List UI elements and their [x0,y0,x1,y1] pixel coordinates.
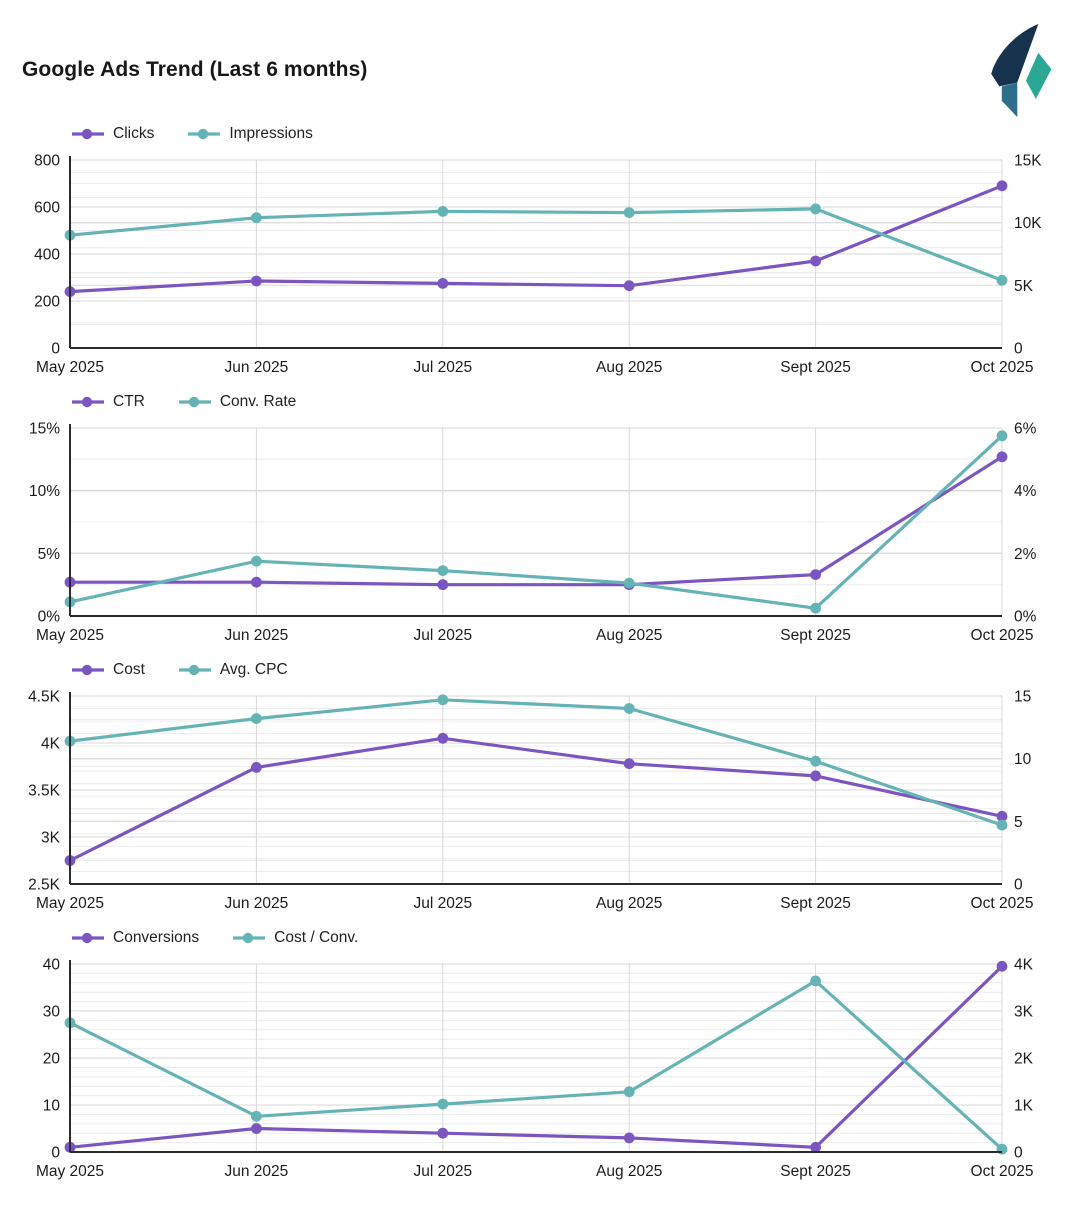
svg-text:10: 10 [1014,751,1032,768]
svg-text:Aug 2025: Aug 2025 [596,627,662,644]
svg-text:0: 0 [51,1145,60,1162]
page-title: Google Ads Trend (Last 6 months) [22,58,368,81]
svg-text:400: 400 [34,247,60,264]
line-series-icon [233,932,266,944]
svg-text:15%: 15% [29,421,60,438]
svg-text:Aug 2025: Aug 2025 [596,1163,662,1180]
cost-avg-cpc-chart: Cost Avg. CPC 2.5K 3K 3.5K 4K 4.5K 0 5 10 15 May … [0,658,1080,924]
svg-text:May 2025: May 2025 [36,895,104,912]
svg-text:Aug 2025: Aug 2025 [596,895,662,912]
line-series-icon [72,396,104,408]
svg-text:Jun 2025: Jun 2025 [225,627,289,644]
svg-text:Sept 2025: Sept 2025 [780,895,851,912]
svg-text:40: 40 [43,957,61,974]
svg-text:Sept 2025: Sept 2025 [780,359,851,376]
line-series-icon [72,932,104,944]
svg-text:0: 0 [1014,341,1023,358]
svg-text:2K: 2K [1014,1051,1034,1068]
legend-label: CTR [113,393,145,410]
line-series-icon [72,664,104,676]
svg-text:Jun 2025: Jun 2025 [225,1163,289,1180]
svg-text:10: 10 [43,1098,61,1115]
brand-logo-icon [991,24,1052,118]
svg-text:200: 200 [34,294,60,311]
svg-text:Jul 2025: Jul 2025 [413,359,472,376]
svg-text:5K: 5K [1014,278,1034,295]
clicks-impressions-chart: Clicks Impressions 0 200 400 600 800 0 5K 10K 15… [0,122,1080,388]
svg-text:0%: 0% [1014,609,1037,626]
svg-text:0: 0 [51,341,60,358]
cost-avg-cpc-plot: 2.5K 3K 3.5K 4K 4.5K 0 5 10 15 May 2025 Jun 2025 Ju… [28,689,1034,913]
svg-text:0: 0 [1014,1145,1023,1162]
legend-label: Conv. Rate [219,393,297,410]
svg-text:Oct 2025: Oct 2025 [971,627,1034,644]
legend-item-conversions[interactable]: Conversions [72,929,199,947]
svg-text:2.5K: 2.5K [28,877,61,894]
svg-text:Jul 2025: Jul 2025 [413,895,472,912]
line-series-icon [178,664,211,676]
svg-text:10K: 10K [1014,215,1042,232]
legend-item-cost[interactable]: Cost [72,661,145,679]
ctr-conv-rate-chart: CTR Conv. Rate 0% 5% 10% 15% 0% 2% 4% 6% May 202… [0,390,1080,656]
svg-text:3K: 3K [41,830,61,847]
legend: CTR Conv. Rate [0,390,1080,414]
svg-text:4K: 4K [41,736,61,753]
legend: Conversions Cost / Conv. [0,926,1080,950]
legend-item-ctr[interactable]: CTR [72,393,145,411]
svg-text:3K: 3K [1014,1004,1034,1021]
svg-text:Oct 2025: Oct 2025 [971,895,1034,912]
clicks-impressions-plot: 0 200 400 600 800 0 5K 10K 15K May 2025 Jun 2025 Ju… [34,153,1042,377]
legend-label: Clicks [113,125,155,142]
svg-text:2%: 2% [1014,546,1037,563]
legend-label: Cost [113,661,145,678]
svg-text:Aug 2025: Aug 2025 [596,359,662,376]
report-header: Google Ads Trend (Last 6 months) [0,0,1080,120]
svg-text:Oct 2025: Oct 2025 [971,359,1034,376]
svg-text:15: 15 [1014,689,1031,706]
legend-item-avg-cpc[interactable]: Avg. CPC [178,661,288,679]
svg-text:5: 5 [1014,814,1023,831]
ctr-conv-rate-plot: 0% 5% 10% 15% 0% 2% 4% 6% May 2025 Jun 2025 Jul 20… [29,421,1037,645]
svg-text:Sept 2025: Sept 2025 [780,627,851,644]
legend: Cost Avg. CPC [0,658,1080,682]
svg-text:Jul 2025: Jul 2025 [413,627,472,644]
svg-text:Jul 2025: Jul 2025 [413,1163,472,1180]
svg-text:4.5K: 4.5K [28,689,61,706]
legend: Clicks Impressions [0,122,1080,146]
line-series-icon [188,128,221,140]
svg-text:6%: 6% [1014,421,1037,438]
svg-text:Jun 2025: Jun 2025 [225,359,289,376]
svg-text:15K: 15K [1014,153,1042,170]
svg-text:May 2025: May 2025 [36,627,104,644]
line-series-icon [72,128,104,140]
svg-text:0: 0 [1014,877,1023,894]
svg-text:0%: 0% [38,609,61,626]
legend-item-impressions[interactable]: Impressions [188,125,313,143]
svg-text:600: 600 [34,200,60,217]
legend-label: Cost / Conv. [274,929,359,946]
svg-text:800: 800 [34,153,60,170]
svg-text:20: 20 [43,1051,61,1068]
svg-text:1K: 1K [1014,1098,1034,1115]
legend-label: Conversions [113,929,200,946]
legend-item-clicks[interactable]: Clicks [72,125,154,143]
svg-text:Oct 2025: Oct 2025 [971,1163,1034,1180]
conversions-cost-per-conv-chart: Conversions Cost / Conv. 0 10 20 30 40 0 1K 2K 3… [0,926,1080,1192]
legend-item-conv-rate[interactable]: Conv. Rate [178,393,297,411]
svg-text:May 2025: May 2025 [36,359,104,376]
conversions-cost-per-conv-plot: 0 10 20 30 40 0 1K 2K 3K 4K May 2025 Jun 2025 Jul 20… [36,957,1034,1181]
svg-text:3.5K: 3.5K [28,783,61,800]
svg-text:May 2025: May 2025 [36,1163,104,1180]
svg-text:Jun 2025: Jun 2025 [225,895,289,912]
svg-text:5%: 5% [38,546,61,563]
svg-text:30: 30 [43,1004,61,1021]
legend-label: Impressions [229,125,313,142]
svg-text:4%: 4% [1014,483,1037,500]
line-series-icon [178,396,211,408]
svg-text:4K: 4K [1014,957,1034,974]
legend-item-cost-per-conv[interactable]: Cost / Conv. [233,929,358,947]
svg-text:10%: 10% [29,483,60,500]
legend-label: Avg. CPC [219,661,288,678]
svg-text:Sept 2025: Sept 2025 [780,1163,851,1180]
